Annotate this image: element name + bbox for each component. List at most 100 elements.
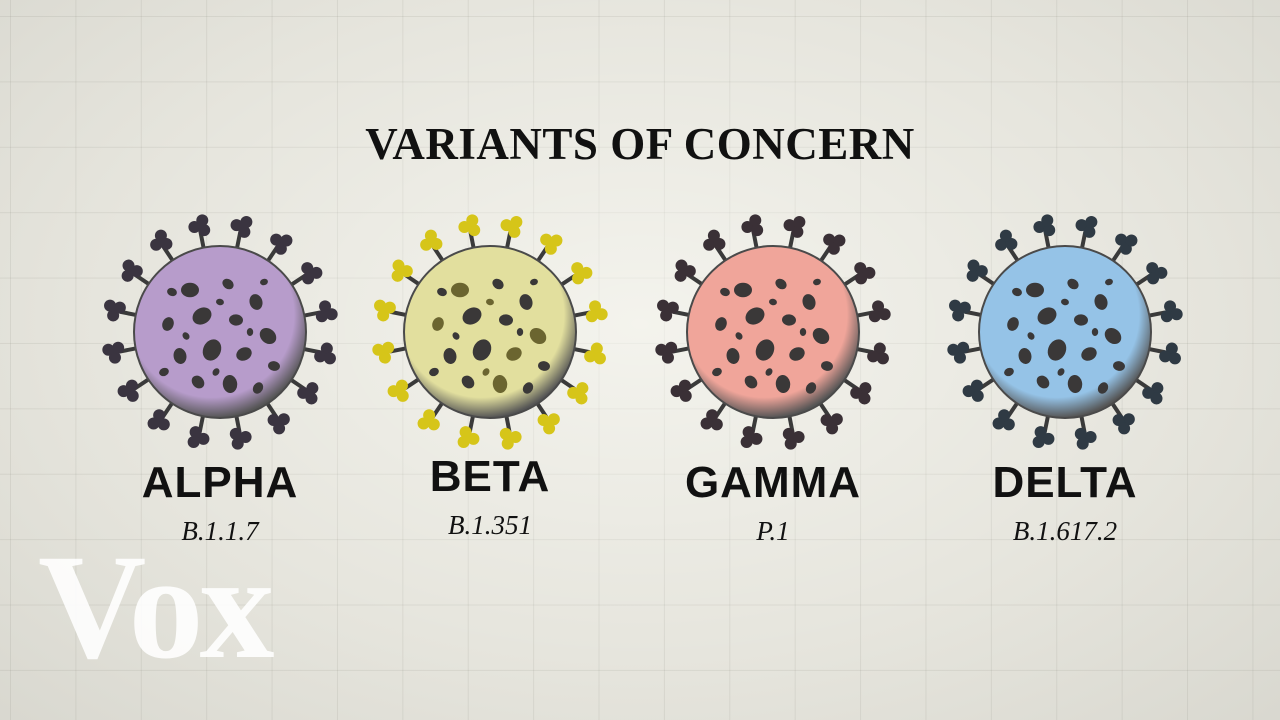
virus-spot (506, 347, 522, 361)
spike-protein-icon (670, 375, 706, 402)
spike-protein-icon (417, 398, 446, 431)
virus-spot (1004, 367, 1014, 377)
spike-protein-icon (962, 375, 998, 402)
spike-protein-icon (700, 398, 729, 431)
virus-spot (1104, 327, 1122, 345)
virus-body (978, 245, 1152, 419)
page-title: VARIANTS OF CONCERN (365, 119, 915, 169)
virus-spot (821, 361, 833, 371)
virus-spot (530, 278, 538, 286)
virus-spot (1018, 348, 1032, 364)
spike-protein-icon (263, 399, 290, 435)
virus-spot (813, 278, 821, 286)
spike-protein-icon (372, 341, 410, 364)
virus-spot (212, 368, 220, 376)
spike-protein-icon (966, 259, 999, 288)
spike-protein-icon (1131, 376, 1164, 405)
virus-spot (720, 287, 730, 297)
virus-spot (162, 317, 174, 331)
virus-spot (775, 375, 791, 393)
virus-spot (745, 307, 765, 325)
virus-spot (1113, 361, 1125, 371)
virus-spot (516, 328, 524, 336)
spike-protein-icon (1033, 214, 1056, 252)
virus-spot (222, 278, 234, 290)
spike-protein-icon (947, 341, 985, 364)
variant-delta: DELTA B.1.617.2 (940, 212, 1190, 546)
virus-spot (538, 361, 550, 371)
virus-spot (167, 287, 177, 297)
spike-protein-icon (187, 411, 210, 448)
spike-protein-icon (839, 376, 872, 405)
spike-protein-icon (147, 398, 176, 431)
virus-spot (222, 375, 238, 393)
spike-protein-icon (557, 262, 593, 289)
spike-protein-icon (556, 376, 589, 405)
spike-protein-icon (657, 299, 694, 322)
spike-protein-icon (102, 341, 140, 364)
virus-spot (735, 332, 743, 340)
spike-protein-icon (1132, 262, 1168, 289)
virus-spot (202, 339, 222, 361)
gamma-virus-icon (655, 214, 891, 450)
virus-body (133, 245, 307, 419)
virus-spot (802, 294, 816, 310)
virus-spot (486, 298, 494, 306)
spike-protein-icon (117, 375, 153, 402)
virus-spot (191, 375, 205, 389)
spike-protein-icon (569, 342, 606, 365)
virus-spot (1067, 278, 1079, 290)
virus-spot (1027, 332, 1035, 340)
virus-spot (1047, 339, 1067, 361)
virus-spot (482, 368, 490, 376)
spike-protein-icon (286, 376, 319, 405)
virus-spot (522, 382, 534, 394)
virus-spot (249, 294, 263, 310)
virus-spot (1074, 314, 1088, 326)
spike-protein-icon (121, 259, 154, 288)
variant-code-beta: B.1.351 (448, 510, 532, 540)
virus-spot (181, 282, 199, 298)
spike-protein-icon (703, 229, 730, 265)
virus-spot (451, 282, 469, 298)
spike-protein-icon (188, 214, 211, 252)
virus-spot (1061, 298, 1069, 306)
virus-spot (1105, 278, 1113, 286)
virus-spot (452, 332, 460, 340)
virus-spot (252, 382, 264, 394)
spike-protein-icon (1145, 300, 1183, 323)
spike-protein-icon (387, 375, 423, 402)
virus-spot (216, 298, 224, 306)
virus-spot (472, 339, 492, 361)
virus-spot (173, 348, 187, 364)
spike-protein-icon (534, 233, 563, 266)
virus-spot (789, 347, 805, 361)
spike-protein-icon (150, 229, 177, 265)
variant-code-delta: B.1.617.2 (1012, 516, 1118, 546)
spike-protein-icon (816, 399, 843, 435)
virus-spot (432, 317, 444, 331)
spike-protein-icon (500, 216, 523, 253)
spike-protein-icon (570, 300, 608, 323)
virus-spot (734, 282, 752, 298)
virus-spot (775, 278, 787, 290)
spike-protein-icon (287, 262, 323, 289)
virus-body (686, 245, 860, 419)
virus-spot (229, 314, 243, 326)
virus-spot (492, 278, 504, 290)
virus-spot (1081, 347, 1097, 361)
variant-gamma: GAMMA P.1 (648, 212, 898, 546)
spike-protein-icon (1108, 399, 1135, 435)
spike-protein-icon (420, 229, 447, 265)
spike-protein-icon (995, 229, 1022, 265)
variant-code-alpha: B.1.1.7 (181, 516, 259, 546)
beta-virus-icon (372, 214, 608, 450)
vox-logo: Vox (38, 524, 275, 690)
virus-spot (236, 347, 252, 361)
virus-spot (744, 375, 758, 389)
virus-body (403, 245, 577, 419)
virus-spot (1007, 317, 1019, 331)
virus-spot (182, 332, 190, 340)
virus-spot (765, 368, 773, 376)
virus-spot (1094, 294, 1108, 310)
